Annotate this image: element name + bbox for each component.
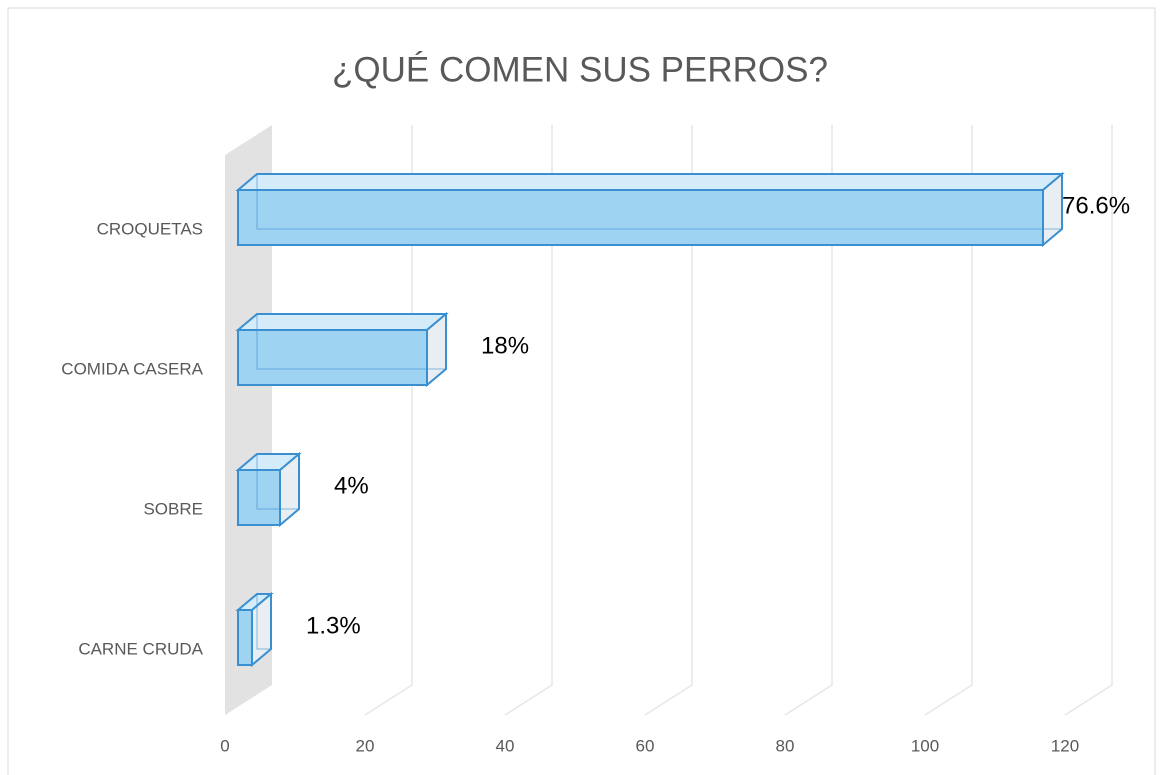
bar-edge — [256, 594, 271, 650]
bar — [237, 469, 281, 526]
x-tick-label: 60 — [636, 736, 655, 755]
bar-edge — [256, 314, 446, 370]
chart-frame — [7, 7, 1156, 775]
grid-line — [644, 125, 693, 716]
x-tick-label: 80 — [776, 736, 795, 755]
x-tick-label: 0 — [220, 736, 229, 755]
value-label: 1.3% — [306, 612, 361, 639]
value-label: 18% — [481, 332, 529, 359]
value-label: 4% — [334, 472, 369, 499]
bar — [237, 189, 1044, 246]
grid-line — [364, 125, 413, 716]
grid-line — [1064, 125, 1113, 716]
chart-title: ¿QUÉ COMEN SUS PERROS? — [332, 50, 828, 89]
bar — [237, 329, 428, 386]
x-tick-label: 40 — [496, 736, 515, 755]
y-tick-label: SOBRE — [143, 499, 203, 518]
value-label: 76.6% — [1062, 192, 1130, 219]
bar-top — [235, 313, 449, 331]
y-tick-label: COMIDA CASERA — [61, 359, 203, 378]
back-wall — [225, 125, 272, 715]
y-tick-label: CARNE CRUDA — [78, 639, 203, 658]
x-tick-label: 20 — [356, 736, 375, 755]
grid-line — [784, 125, 833, 716]
grid-line — [924, 125, 973, 716]
y-tick-label: CROQUETAS — [97, 219, 203, 238]
bar-top — [235, 173, 1065, 191]
x-tick-label: 100 — [911, 736, 939, 755]
bar-edge — [256, 454, 299, 510]
x-tick-label: 120 — [1051, 736, 1079, 755]
bar — [237, 609, 253, 666]
bar-edge — [256, 174, 1062, 230]
grid-line — [504, 125, 553, 716]
